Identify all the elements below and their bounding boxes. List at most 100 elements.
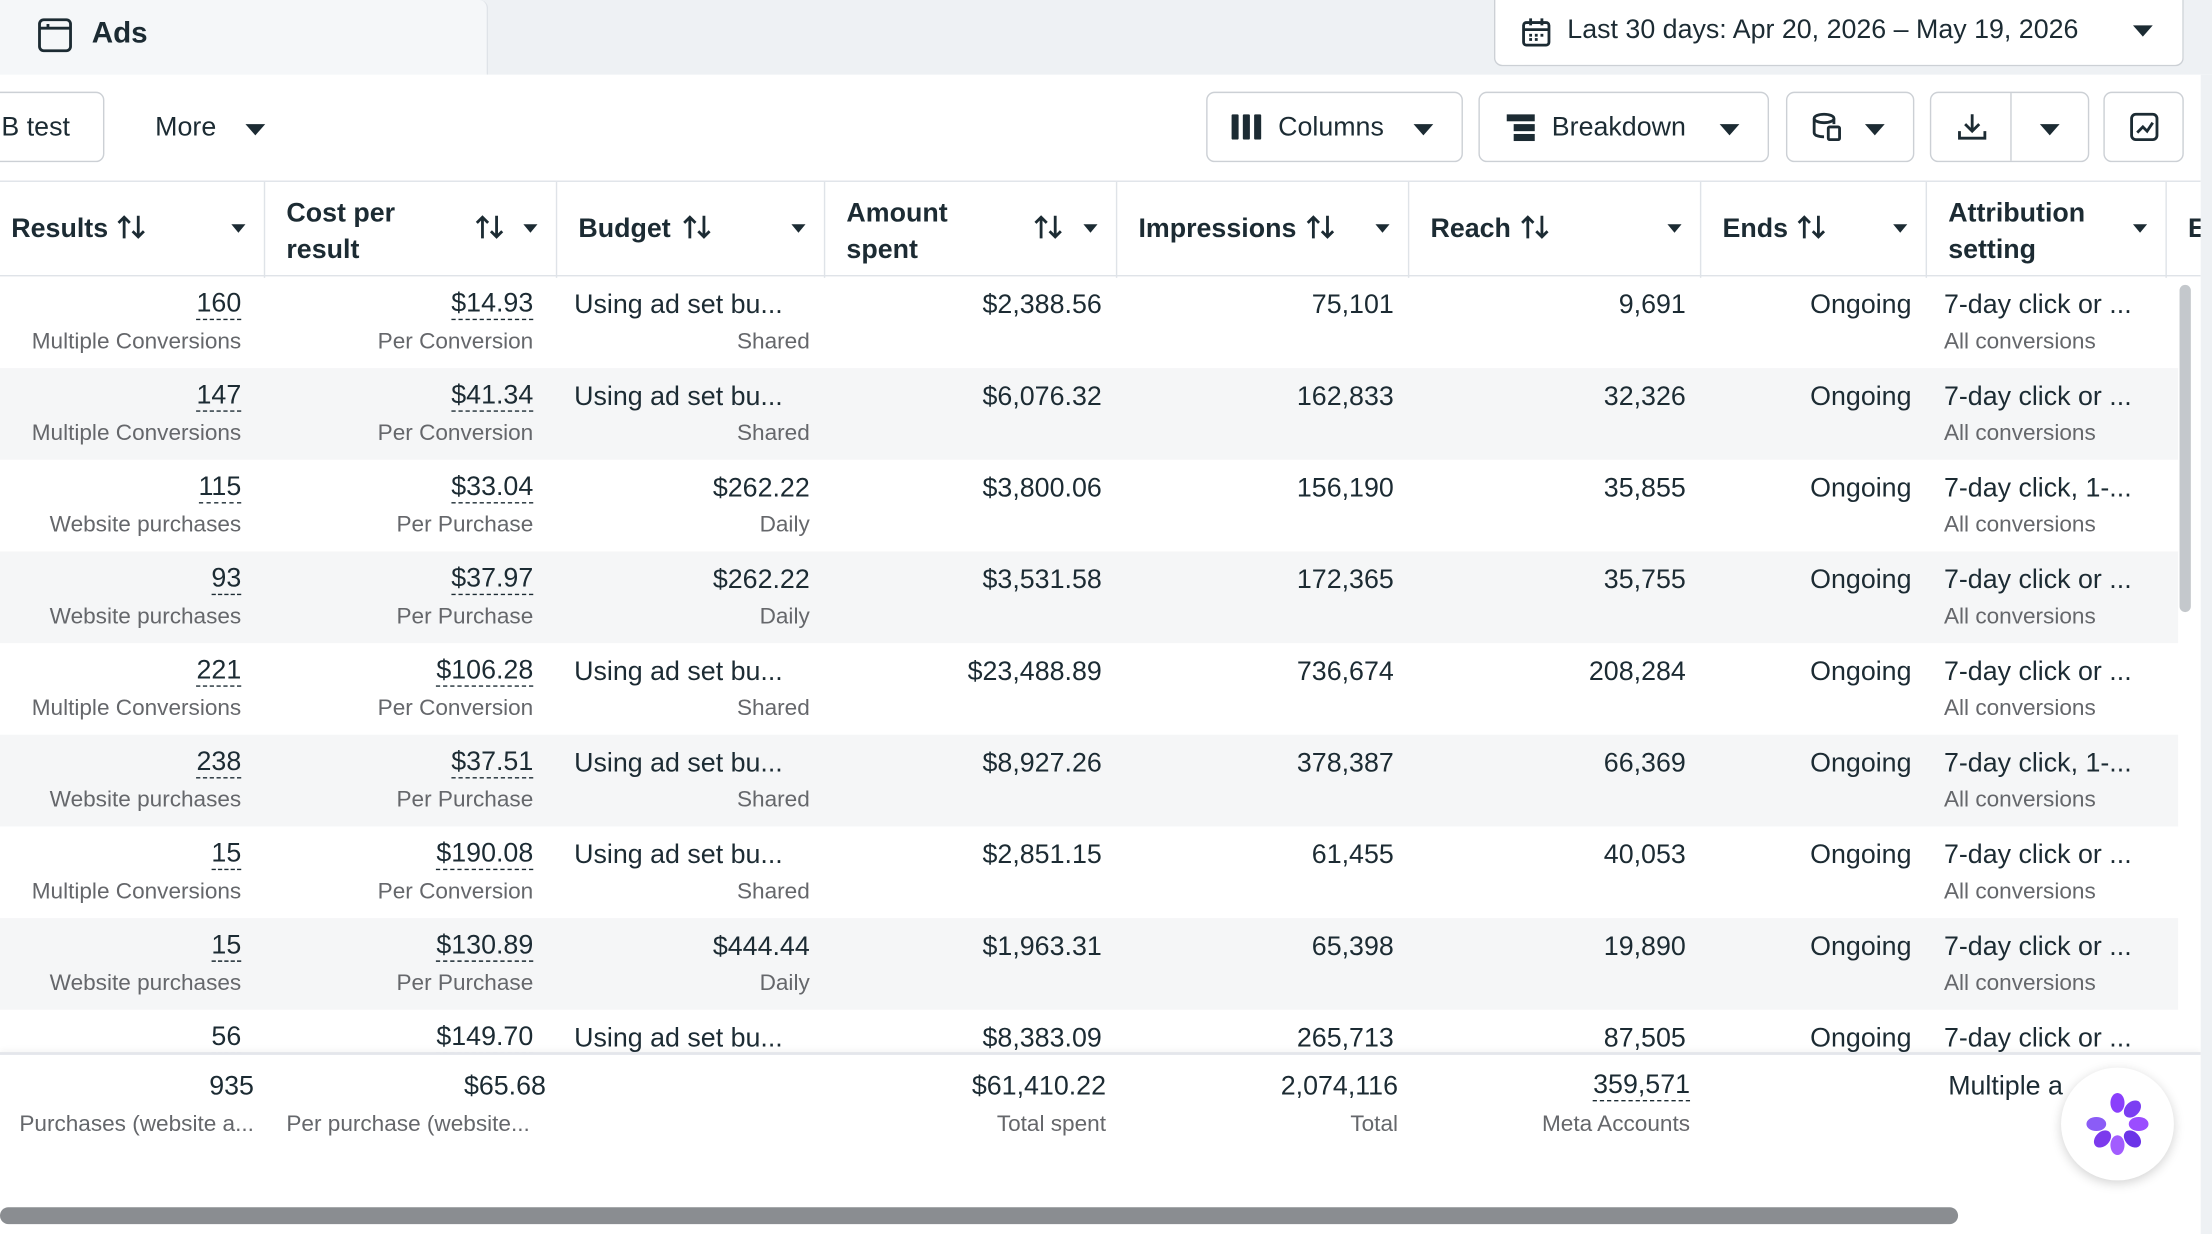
cell-cpr[interactable]: $33.04 [451,472,534,504]
cell-results[interactable]: 93 [211,564,242,596]
breakdown-button[interactable]: Breakdown [1478,91,1770,163]
cell-cpr-sublabel: Per Conversion [377,880,534,904]
cell-ends: Ongoing [1810,657,1912,687]
ai-assistant-button[interactable] [2061,1067,2174,1181]
cell-results[interactable]: 160 [196,289,242,321]
more-label: More [155,112,217,143]
table-row[interactable]: 238 Website purchases $37.51 Per Purchase Us… [0,734,2179,827]
cell-budget-sublabel: Shared [736,421,810,446]
column-header-ends[interactable]: Ends [1701,181,1928,278]
sort-icon[interactable] [1033,213,1064,241]
table-row[interactable]: 15 Website purchases $130.89 Per Purchase $4… [0,918,2179,1010]
sort-icon[interactable] [474,213,505,241]
chevron-down-icon[interactable] [523,224,538,233]
ads-tab[interactable]: Ads [0,0,489,75]
cell-attribution: 7-day click or ... [1943,840,2132,871]
cell-results[interactable]: 221 [196,655,242,687]
sort-icon[interactable] [1305,213,1336,241]
cell-results[interactable]: 238 [196,747,242,779]
cell-budget-sublabel: Daily [759,605,810,629]
table-row[interactable]: 147 Multiple Conversions $41.34 Per Convers… [0,368,2179,460]
cell-cpr[interactable]: $41.34 [451,380,534,412]
cell-spent: $23,488.89 [967,657,1102,687]
columns-button[interactable]: Columns [1206,91,1463,163]
column-label: Reach [1430,214,1511,244]
horizontal-scrollbar[interactable] [0,1207,1959,1225]
total-reach[interactable]: 359,571 [1593,1070,1691,1102]
cell-results[interactable]: 115 [198,472,242,504]
cell-impressions: 736,674 [1296,657,1394,687]
cell-results[interactable]: 15 [211,839,242,871]
column-header-impressions[interactable]: Impressions [1117,181,1410,278]
chevron-down-icon[interactable] [791,224,806,233]
cell-reach: 40,053 [1603,840,1686,871]
cell-cpr[interactable]: $149.70 [436,1022,534,1054]
sort-icon[interactable] [681,213,712,241]
cell-cpr[interactable]: $190.08 [436,839,534,871]
chevron-down-icon[interactable] [1083,224,1098,233]
table-row[interactable]: 221 Multiple Conversions $106.28 Per Conver… [0,643,2178,735]
divider [2010,93,2012,161]
column-header-partial[interactable]: E [2167,182,2201,278]
cell-budget-sublabel: Daily [759,513,810,538]
ai-assistant-icon [2086,1092,2149,1156]
column-label: E [2188,212,2201,249]
table-row[interactable]: 15 Multiple Conversions $190.08 Per Convers… [0,826,2178,918]
column-label: Ends [1722,214,1789,244]
cell-budget: $262.22 [712,473,810,504]
table-row[interactable]: 160 Multiple Conversions $14.93 Per Convers… [0,276,2178,368]
breakdown-icon [1506,114,1535,142]
view-charts-button[interactable] [2103,91,2184,163]
more-button[interactable]: More [132,91,280,163]
total-cost-per-result: $65.68 [463,1071,546,1102]
chevron-down-icon[interactable] [1667,224,1682,233]
chevron-down-icon[interactable] [2039,124,2060,136]
sort-icon[interactable] [116,213,147,241]
table-row[interactable]: 115 Website purchases $33.04 Per Purchase $2… [0,460,2178,552]
cell-reach: 208,284 [1588,657,1686,687]
chevron-down-icon[interactable] [2132,224,2148,233]
vertical-scrollbar[interactable] [2179,284,2191,613]
column-header-amount-spent[interactable]: Amount spent [825,181,1118,278]
cell-reach: 87,505 [1603,1023,1686,1054]
cell-impressions: 378,387 [1296,748,1394,779]
column-header-reach[interactable]: Reach [1409,181,1702,278]
cell-results[interactable]: 56 [211,1022,242,1054]
chevron-down-icon[interactable] [231,224,246,233]
table-row[interactable]: 93 Website purchases $37.97 Per Purchase $26… [0,551,2179,644]
chevron-down-icon[interactable] [1893,224,1908,233]
reports-icon [1812,112,1841,142]
cell-results[interactable]: 147 [196,380,242,412]
cell-budget: Using ad set bu... [574,657,783,687]
column-header-attribution-setting[interactable]: Attribution setting [1927,181,2167,278]
cell-attribution: 7-day click or ... [1943,1023,2132,1054]
cell-cpr[interactable]: $14.93 [451,289,534,321]
column-header-budget[interactable]: Budget [557,181,826,278]
cell-attribution-sublabel: All conversions [1943,513,2096,538]
reports-button[interactable] [1785,91,1915,163]
date-range-label: Last 30 days: Apr 20, 2026 – May 19, 202… [1567,15,2079,46]
cell-attribution-sublabel: All conversions [1943,330,2096,354]
export-button[interactable] [1929,91,2090,163]
cell-budget: Using ad set bu... [574,290,783,321]
column-header-cost-per-result[interactable]: Cost per result [265,181,558,278]
date-range-picker[interactable]: Last 30 days: Apr 20, 2026 – May 19, 202… [1493,0,2184,67]
cell-attribution-sublabel: All conversions [1943,971,2096,996]
cell-budget: $444.44 [712,932,810,962]
column-header-results[interactable]: Results [0,181,266,278]
cell-spent: $2,388.56 [982,290,1102,321]
sort-icon[interactable] [1519,213,1550,241]
ads-tab-label: Ads [91,16,148,50]
cell-spent: $3,800.06 [982,473,1102,504]
chevron-down-icon[interactable] [1375,224,1390,233]
cell-cpr[interactable]: $130.89 [436,930,534,962]
ab-test-button[interactable]: B test [0,91,105,163]
cell-spent: $1,963.31 [982,932,1102,962]
table-row[interactable]: 56 $149.70 Using ad set bu... $8,383.09 265,… [0,1010,2178,1055]
cell-cpr[interactable]: $106.28 [436,655,534,687]
cell-cpr[interactable]: $37.51 [451,747,534,779]
cell-results[interactable]: 15 [211,930,242,962]
sort-icon[interactable] [1796,213,1827,241]
cell-cpr[interactable]: $37.97 [451,564,534,596]
